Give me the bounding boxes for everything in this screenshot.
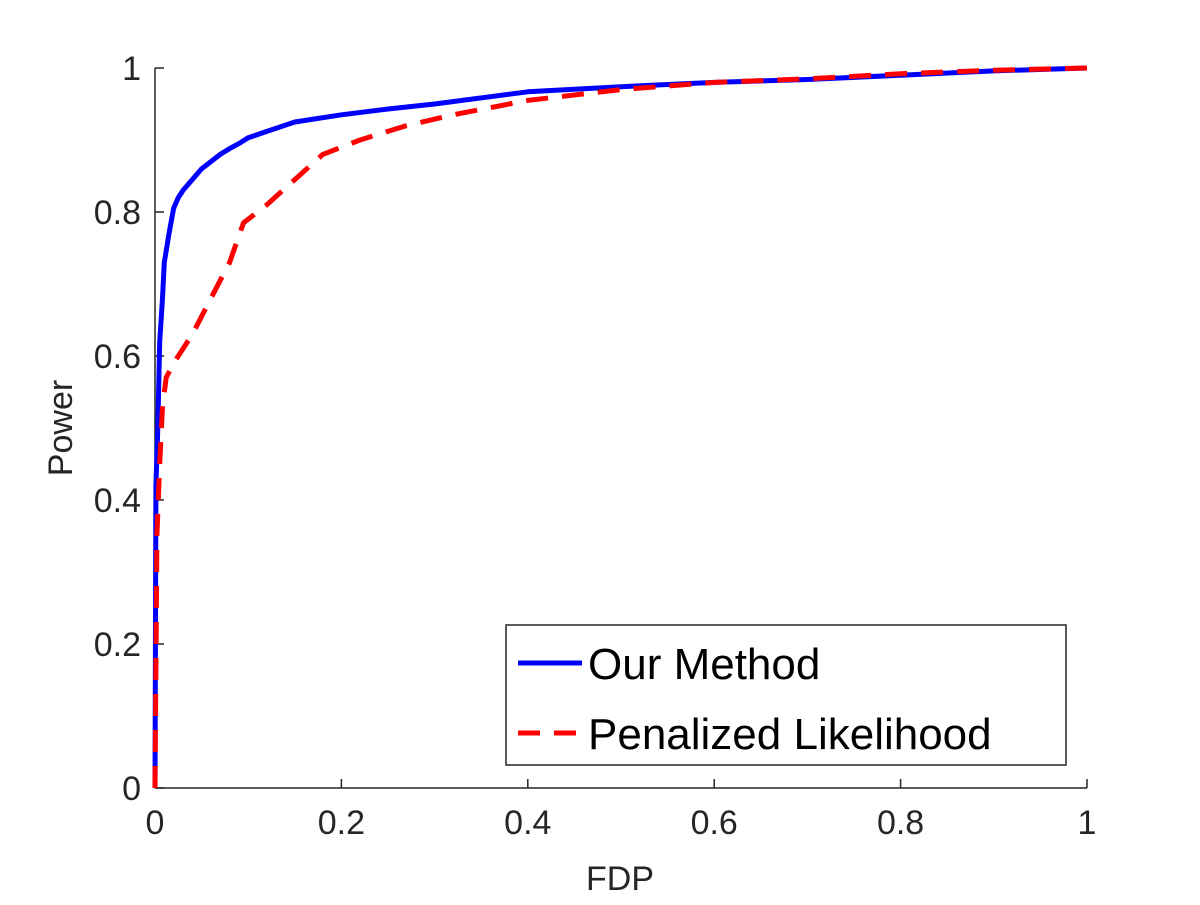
x-tick-label: 0.4 [504,804,551,842]
x-tick-label: 0.6 [691,804,738,842]
series-line-1 [152,65,1088,789]
x-tick-label: 0.2 [318,804,365,842]
y-tick-label: 1 [122,50,141,88]
y-axis-label: Power [42,380,80,476]
legend: Our Method Penalized Likelihood [505,624,1067,766]
x-tick-label: 0.8 [877,804,924,842]
y-tick-label: 0 [122,770,141,808]
axes-layer: 0 0.2 0.4 0.6 0.8 1 0 0.2 0.4 0.6 0.8 1 [94,50,1097,842]
y-tick-label: 0.4 [94,482,141,520]
y-tick-label: 0.8 [94,194,141,232]
x-tick-label: 0 [146,804,165,842]
x-axis-label: FDP [586,860,654,898]
legend-label-0: Our Method [588,640,820,689]
legend-box [505,624,1067,766]
series-layer [152,65,1088,789]
y-tick-label: 0.2 [94,626,141,664]
y-tick-label: 0.6 [94,338,141,376]
x-tick-label: 1 [1078,804,1097,842]
legend-label-1: Penalized Likelihood [588,710,992,759]
